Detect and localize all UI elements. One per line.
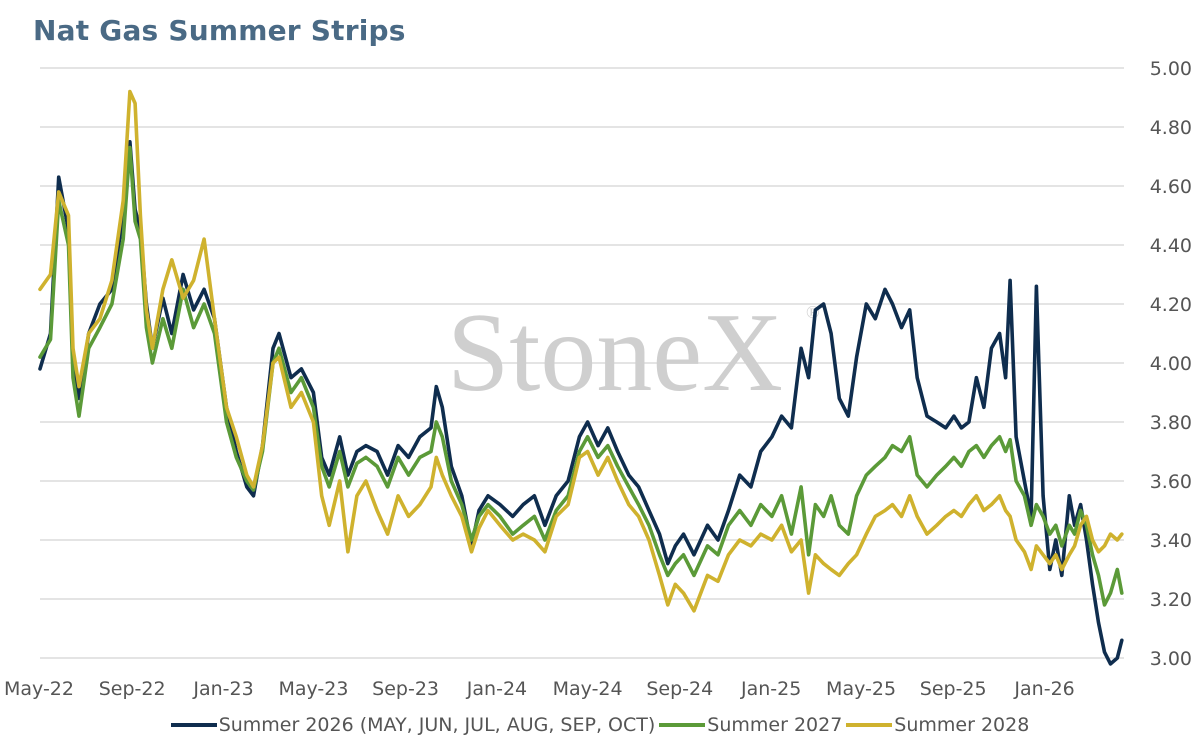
legend: Summer 2026 (MAY, JUN, JUL, AUG, SEP, OC… — [0, 714, 1200, 736]
legend-swatch-summer-2027 — [659, 723, 706, 727]
x-axis-tick-labels: May-22 Sep-22 Jan-23 May-23 Sep-23 Jan-24 May-… — [4, 678, 1075, 700]
legend-item-summer-2028: Summer 2028 — [846, 714, 1029, 736]
y-tick-label: 5.00 — [1150, 58, 1192, 80]
gridlines — [40, 67, 1124, 659]
legend-swatch-summer-2028 — [846, 723, 893, 727]
x-tick-label: May-25 — [826, 678, 896, 700]
chart-canvas: StoneX ® 3.00 3.20 3.40 3.60 3.80 4.00 4.20 4.4… — [4, 58, 1192, 700]
x-tick-label: Jan-26 — [1013, 678, 1074, 700]
y-tick-label: 4.60 — [1150, 176, 1192, 198]
y-tick-label: 3.80 — [1150, 412, 1192, 434]
chart-title: Nat Gas Summer Strips — [33, 14, 406, 47]
series-line-summer-2028 — [38, 89, 1124, 613]
legend-item-summer-2026: Summer 2026 (MAY, JUN, JUL, AUG, SEP, OC… — [170, 714, 656, 736]
legend-swatch-summer-2026 — [170, 723, 217, 727]
x-tick-label: May-24 — [553, 678, 623, 700]
y-tick-label: 4.40 — [1150, 235, 1192, 257]
watermark: StoneX ® — [447, 291, 820, 415]
x-tick-label: Sep-25 — [920, 678, 987, 700]
y-tick-label: 3.20 — [1150, 589, 1192, 611]
legend-item-summer-2027: Summer 2027 — [659, 714, 842, 736]
y-tick-label: 4.20 — [1150, 294, 1192, 316]
series-line-summer-2027 — [38, 145, 1124, 607]
y-axis-tick-labels: 3.00 3.20 3.40 3.60 3.80 4.00 4.20 4.40 4.60 4.80… — [1150, 58, 1192, 670]
x-tick-label: Sep-23 — [372, 678, 439, 700]
x-tick-label: Jan-23 — [192, 678, 253, 700]
x-tick-label: Jan-25 — [740, 678, 801, 700]
series-lines — [38, 89, 1124, 666]
x-tick-label: May-23 — [278, 678, 348, 700]
y-tick-label: 4.00 — [1150, 353, 1192, 375]
y-tick-label: 3.60 — [1150, 471, 1192, 493]
x-tick-label: Sep-24 — [646, 678, 713, 700]
y-tick-label: 3.40 — [1150, 530, 1192, 552]
legend-label-summer-2028: Summer 2028 — [894, 714, 1030, 736]
legend-label-summer-2026: Summer 2026 (MAY, JUN, JUL, AUG, SEP, OC… — [218, 714, 656, 736]
x-tick-label: Jan-24 — [466, 678, 527, 700]
y-tick-label: 4.80 — [1150, 117, 1192, 139]
watermark-text: StoneX — [447, 291, 783, 415]
y-tick-label: 3.00 — [1150, 648, 1192, 670]
x-tick-label: Sep-22 — [99, 678, 166, 700]
legend-label-summer-2027: Summer 2027 — [707, 714, 843, 736]
x-tick-label: May-22 — [4, 678, 74, 700]
